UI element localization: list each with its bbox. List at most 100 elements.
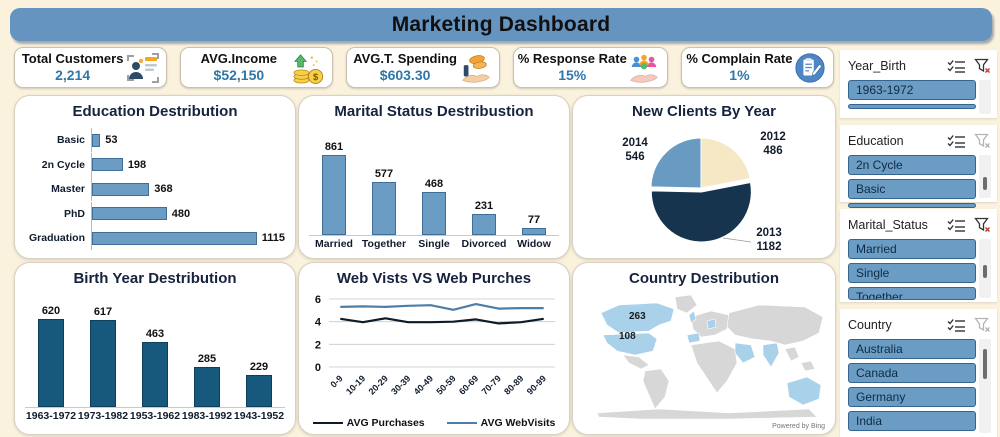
kpi-value: 1% <box>729 66 750 83</box>
slicer-item[interactable]: Together <box>848 287 976 300</box>
chart-card-country: Country Destribution 2 <box>572 262 836 435</box>
slicer-item[interactable]: Germany <box>848 387 976 407</box>
y-tick-label: 2 <box>315 339 321 351</box>
chart-card-web-visits: Web Vists VS Web Purches 0 2 4 6 0-9 10-19 20-… <box>298 262 570 435</box>
bar <box>90 320 116 407</box>
bar-track: 368 <box>91 177 285 201</box>
slicer-body: 1963-1972 <box>848 80 991 114</box>
hand-coins-icon <box>459 52 493 84</box>
kpi-label: % Response Rate <box>517 50 627 66</box>
page-title: Marketing Dashboard <box>391 12 611 36</box>
bar <box>38 319 64 407</box>
kpi-card: % Complain Rate 1% <box>680 47 835 88</box>
bar-value-label: 861 <box>324 141 344 153</box>
slicer-scrollbar[interactable] <box>979 239 991 298</box>
multi-select-icon[interactable] <box>947 59 966 73</box>
clear-filter-icon[interactable] <box>974 317 991 333</box>
category-label: Divorced <box>459 235 509 252</box>
clear-filter-icon[interactable] <box>974 133 991 149</box>
slicer-header-icons <box>947 133 991 149</box>
y-tick-label: 0 <box>315 362 321 374</box>
kpi-card: % Response Rate 15% <box>512 47 668 88</box>
new-clients-pie-chart: 2014 546 2012 486 2013 1182 <box>622 131 786 253</box>
bar-track: 1115 <box>91 226 285 250</box>
bar <box>92 133 101 147</box>
kpi-value: 15% <box>558 66 587 83</box>
multi-select-icon[interactable] <box>947 218 966 232</box>
slicer-scrollbar-thumb[interactable] <box>983 177 987 190</box>
slicer-items: 1963-1972 <box>848 80 976 114</box>
bar <box>472 214 496 235</box>
bar-row: PhD 480 <box>23 201 285 226</box>
slicer-scrollbar[interactable] <box>979 80 991 114</box>
x-tick-label: 30-39 <box>389 373 412 396</box>
bar-value-label: 285 <box>197 353 217 365</box>
slicer-item[interactable]: Canada <box>848 363 976 383</box>
slicer-panel-marital_status: Marital_Status Married Single Together <box>840 209 997 302</box>
slicer-item[interactable]: Single <box>848 263 976 283</box>
legend-entry: AVG Purchases <box>312 417 425 429</box>
slicer-scrollbar-thumb[interactable] <box>983 349 987 379</box>
chart-title: Marital Status Destribustion <box>334 103 534 120</box>
map-region-asia <box>726 304 824 346</box>
slicer-title: Country <box>848 318 892 332</box>
map-region-south-america <box>642 368 670 410</box>
category-label: 1973-1982 <box>77 407 129 424</box>
map-region-se-asia <box>784 346 816 372</box>
slicer-item[interactable]: Married <box>848 239 976 259</box>
bar <box>246 375 272 407</box>
slicer-item-partial[interactable] <box>848 203 976 208</box>
slicer-body: Married Single Together <box>848 239 991 300</box>
slicer-body: Australia Canada Germany India <box>848 339 991 435</box>
clear-filter-icon[interactable] <box>974 58 991 74</box>
pie-slice-2014 <box>650 137 702 189</box>
map-data-label-usa: 108 <box>619 331 636 342</box>
legend-line-swatch <box>446 421 477 425</box>
kpi-label: % Complain Rate <box>686 50 793 66</box>
bar-column: 617 1973-1982 <box>77 295 129 424</box>
multi-select-icon[interactable] <box>947 134 966 148</box>
slicer-item[interactable]: 1963-1972 <box>848 80 976 100</box>
bar-value-label: 368 <box>154 183 173 195</box>
category-label: 2n Cycle <box>41 158 85 171</box>
slicer-scrollbar-thumb[interactable] <box>983 265 987 278</box>
chart-card-birth-year: Birth Year Destribution 620 1963-1972 617 1… <box>14 262 296 435</box>
slicer-item[interactable]: Australia <box>848 339 976 359</box>
bar <box>522 228 546 235</box>
bar-column: 229 1943-1952 <box>233 295 285 424</box>
clear-filter-icon[interactable] <box>974 217 991 233</box>
slicer-item-partial[interactable] <box>848 104 976 109</box>
bar-track: 198 <box>91 152 285 177</box>
bar-value-label: 53 <box>105 134 118 146</box>
legend-line-swatch <box>312 421 343 425</box>
slicer-scrollbar[interactable] <box>979 339 991 433</box>
world-map-svg <box>596 294 824 420</box>
pie-label-2012-value: 486 <box>763 145 782 157</box>
bar-column: 620 1963-1972 <box>25 295 77 424</box>
map-region-greenland <box>674 294 698 314</box>
slicer-item[interactable]: 2n Cycle <box>848 155 976 175</box>
y-tick-label: 6 <box>315 294 321 306</box>
slicer-title: Year_Birth <box>848 59 906 73</box>
coins-up-icon: $ <box>292 52 326 84</box>
marital-bar-chart: 861 Married 577 Together 468 Single 231 Divorce… <box>309 126 559 252</box>
chart-title: Education Destribution <box>72 103 238 120</box>
category-label: PhD <box>64 207 85 220</box>
kpi-text: AVG.T. Spending $603.30 <box>351 51 458 85</box>
category-label: Widow <box>509 235 559 252</box>
map-attribution: Powered by Bing <box>772 423 825 430</box>
bar-row: Graduation 1115 <box>23 226 285 250</box>
kpi-row: Total Customers 2,214 AVG.Income $52,150 $ AV… <box>14 47 835 88</box>
bar-value-label: 468 <box>424 178 444 190</box>
bar <box>194 367 220 407</box>
slicer-item[interactable]: Basic <box>848 179 976 199</box>
map-region-antarctica <box>596 408 818 420</box>
slicer-scrollbar[interactable] <box>979 155 991 198</box>
map-country-spain <box>686 332 701 344</box>
x-tick-label: 0-9 <box>328 373 344 389</box>
x-tick-label: 40-49 <box>412 373 435 396</box>
kpi-value: $52,150 <box>213 66 265 83</box>
multi-select-icon[interactable] <box>947 318 966 332</box>
slicer-item[interactable]: India <box>848 411 976 431</box>
